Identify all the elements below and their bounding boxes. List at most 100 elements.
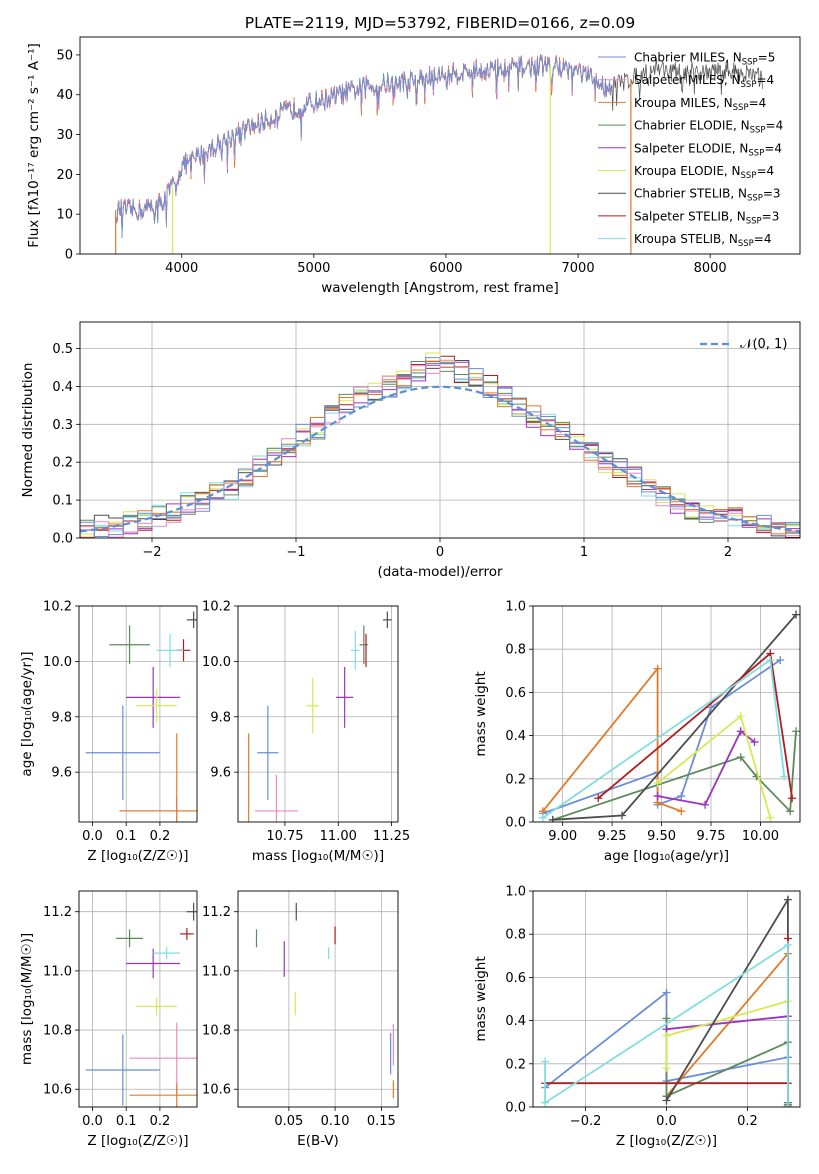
x-tick-label: −1 (286, 545, 305, 560)
weight-marker (653, 779, 662, 788)
axes-frame (237, 605, 399, 823)
spectrum-line (115, 56, 612, 233)
y-tick-label: 0.3 (52, 418, 73, 433)
spectrum-line (115, 55, 612, 236)
x-tick-label: 0.1 (116, 1114, 137, 1129)
y-axis-label: Normed distribution (20, 363, 36, 498)
y-tick-label: 10.2 (202, 600, 231, 615)
weight-marker (766, 813, 775, 822)
x-axis-label: E(B-V) (297, 1133, 339, 1149)
spectrum-line (115, 56, 612, 233)
panel-weight_vs_age: 9.00 9.25 9.50 9.75 10.00 0.0 0.2 0.4 0.6 0.8 1.0 a… (473, 600, 801, 864)
axes-frame (78, 605, 198, 823)
axes-frame (532, 890, 801, 1108)
legend-label: Salpeter MILES, NSSP=4 (634, 73, 774, 90)
y-tick-label: 0.5 (52, 342, 73, 357)
y-tick-label: 10.6 (43, 1083, 72, 1098)
y-tick-label: 0.8 (505, 643, 526, 658)
y-tick-label: 0.2 (52, 456, 73, 471)
x-tick-label: 1 (580, 545, 588, 560)
y-tick-label: 11.2 (202, 905, 231, 920)
weight-marker (677, 807, 686, 816)
weight-marker (788, 794, 797, 803)
legend-label: Chabrier ELODIE, NSSP=4 (634, 119, 783, 136)
x-tick-label: 0.0 (656, 1114, 677, 1129)
x-tick-label: 0.10 (321, 1114, 350, 1129)
legend-label: Kroupa ELODIE, NSSP=4 (634, 164, 774, 181)
weight-marker (662, 988, 671, 997)
spectrum-line (115, 54, 612, 238)
y-axis-label: mass weight (473, 956, 489, 1041)
x-axis-label: mass [log₁₀(M/M☉)] (252, 848, 384, 864)
y-axis-label: age [log₁₀(age/yr)] (19, 651, 35, 776)
legend-label: Salpeter STELIB, NSSP=3 (634, 209, 779, 226)
legend-label: Salpeter ELODIE, NSSP=4 (634, 141, 782, 158)
x-tick-label: 6000 (429, 261, 462, 276)
x-tick-label: 11.00 (320, 829, 357, 844)
y-axis-label: mass [log₁₀(M/M☉)] (19, 933, 35, 1065)
panel-weight_vs_Z: −0.2 0.0 0.2 0.0 0.2 0.4 0.6 0.8 1.0 Z [log₁₀(Z/Z… (473, 885, 801, 1149)
weight-marker (766, 656, 775, 664)
axes-frame (79, 36, 801, 255)
x-tick-label: 0.05 (274, 1114, 303, 1129)
y-tick-label: 10 (56, 208, 73, 223)
y-tick-label: 9.8 (51, 710, 72, 725)
spectrum-line (115, 55, 612, 236)
axes-frame (79, 321, 801, 539)
y-axis-label: mass weight (473, 671, 489, 756)
y-tick-label: 0.0 (505, 1101, 526, 1116)
y-tick-label: 0.2 (505, 1057, 526, 1072)
legend-label: Chabrier STELIB, NSSP=3 (634, 187, 781, 204)
weight-marker (736, 727, 745, 736)
weight-marker (541, 1098, 550, 1107)
weight-marker (780, 772, 789, 781)
weight-marker (786, 807, 795, 816)
y-tick-label: 30 (56, 128, 73, 143)
weight-marker (750, 738, 759, 747)
y-tick-label: 0.1 (52, 494, 73, 509)
histogram-series (80, 357, 800, 538)
y-tick-label: 0.2 (505, 772, 526, 787)
y-tick-label: 0.8 (505, 928, 526, 943)
x-tick-label: 0.1 (116, 829, 137, 844)
weight-marker (653, 664, 662, 673)
x-tick-label: 4000 (165, 261, 198, 276)
legend-label: Kroupa STELIB, NSSP=4 (634, 232, 772, 249)
weight-marker (594, 794, 603, 803)
y-tick-label: 0.4 (505, 729, 526, 744)
x-tick-label: 0.0 (82, 829, 103, 844)
axes-frame (532, 605, 801, 823)
x-tick-label: 8000 (694, 261, 727, 276)
weight-line (544, 943, 789, 1107)
x-tick-label: 10.75 (266, 829, 303, 844)
y-tick-label: 0.6 (505, 686, 526, 701)
y-tick-label: 10.2 (43, 600, 72, 615)
spectrum-line (115, 53, 612, 227)
x-tick-label: 0.0 (82, 1114, 103, 1129)
weight-marker (701, 800, 710, 809)
y-tick-label: 10.8 (202, 1024, 231, 1039)
y-tick-label: 11.0 (202, 964, 231, 979)
y-tick-label: 11.2 (43, 905, 72, 920)
x-tick-label: 7000 (562, 261, 595, 276)
legend-label: Chabrier MILES, NSSP=5 (634, 51, 775, 68)
y-tick-label: 20 (56, 168, 73, 183)
y-tick-label: 0.4 (52, 380, 73, 395)
x-tick-label: 10.00 (742, 829, 779, 844)
x-tick-label: 0.2 (150, 829, 171, 844)
gaussian-curve (80, 385, 800, 533)
y-tick-label: 9.8 (210, 710, 231, 725)
weight-marker (538, 813, 547, 822)
x-tick-label: 9.50 (647, 829, 676, 844)
weight-line (597, 651, 793, 799)
weight-marker (618, 811, 626, 820)
y-tick-label: 9.6 (51, 766, 72, 781)
x-tick-label: 0.15 (367, 1114, 396, 1129)
axes-frame (78, 890, 198, 1108)
x-axis-label: Z [log₁₀(Z/Z☉)] (87, 848, 188, 864)
weight-line (665, 1000, 789, 1107)
legend-label: Kroupa MILES, NSSP=4 (634, 96, 766, 113)
x-axis-label: age [log₁₀(age/yr)] (604, 848, 729, 864)
x-tick-label: 9.00 (548, 829, 577, 844)
